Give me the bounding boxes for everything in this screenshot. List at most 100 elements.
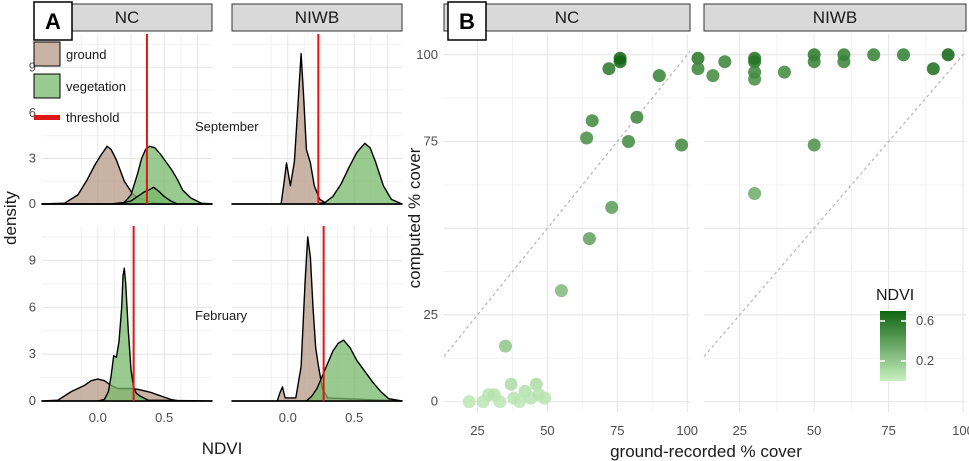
one-to-one-line [443,50,691,357]
scatter-facet-niwb: NIWB 25 50 75 100 [691,3,969,438]
density-panel-niwb-february [231,226,403,402]
b-y-tick-label: 75 [424,134,438,149]
legend-key-vegetation [33,73,61,99]
strip-label-nc: NC [555,8,580,27]
legend-label-threshold: threshold [66,110,119,125]
density-vegetation_small-nc-september [41,186,213,205]
color-legend-title: NDVI [876,287,914,304]
a-x-tick-label: 0.5 [155,410,173,425]
strip-label-niwb: NIWB [295,8,339,27]
legend-a: ground vegetation threshold [33,41,126,125]
scatter-point [462,395,476,409]
a-y-tick-label: 6 [29,299,36,314]
panel-letter-a: A [45,9,61,34]
panel-b-scatter-facets: NC 25 50 75 100 NIWB 25 50 75 100 0 25 75 100 ground-r… [405,1,969,461]
scatter-point [493,395,507,409]
legend-label-vegetation: vegetation [66,79,126,94]
scatter-point [691,62,705,76]
b-y-axis-title: computed % cover [405,147,424,288]
scatter-point [941,48,955,62]
strip-niwb [231,3,403,32]
scatter-point [613,51,627,65]
density-vegetation-nc-september [41,145,213,205]
a-x-tick-label: 0.5 [345,410,363,425]
scatter-facet-nc: NC 25 50 75 100 [443,3,698,438]
a-x-axis-title: NDVI [202,439,243,458]
b-x-tick-label: 25 [470,423,484,438]
scatter-point [748,55,762,69]
legend-key-threshold [34,115,60,120]
scatter-point [538,391,552,405]
density-vegetation-niwb-september [231,142,403,205]
density-ground-niwb-february [231,236,403,402]
panel-letter-box-b [447,1,487,41]
a-y-tick-label: 9 [29,252,36,267]
b-x-tick-label: 50 [540,423,554,438]
b-x-tick-label: 50 [807,423,821,438]
ndvi-color-legend: NDVI 0.2 0.6 [876,287,934,381]
panel-letter-b: B [459,9,475,34]
b-x-tick-label: 25 [732,423,746,438]
strip-label-niwb: NIWB [813,8,857,27]
b-x-tick-label: 100 [952,423,969,438]
scatter-point [748,187,762,200]
scatter-point [605,200,619,214]
scatter-point [777,65,791,79]
a-y-tick-label: 6 [29,105,36,120]
b-x-tick-label: 75 [881,423,895,438]
strip-label-nc: NC [115,8,140,27]
a-y-tick-label: 3 [29,346,36,361]
a-x-tick-label: 0.0 [279,410,297,425]
scatter-point [554,284,568,298]
scatter-point [718,55,732,69]
scatter-point [602,62,616,76]
scatter-point [499,339,512,353]
b-x-tick-label: 100 [676,423,698,438]
scatter-point [748,72,762,86]
density-vegetation-nc-february [41,267,213,402]
a-y-axis-title: density [1,191,20,245]
scatter-point [691,51,705,65]
scatter-point [926,62,940,76]
density-ground-niwb-september [231,53,403,205]
b-y-tick-label: 0 [431,394,438,409]
density-vegetation-niwb-february [231,339,403,402]
row-label-september: September [195,119,259,134]
b-y-tick-label: 100 [416,47,438,62]
density-panel-nc-september: September [41,34,259,205]
scatter-point [582,232,596,246]
row-label-february: February [195,308,248,323]
scatter-point [867,48,881,62]
panel-a-density-facets: NC NIWB September February 0 3 6 9 0 3 6 9 0.0 0.5 0.0… [1,1,403,458]
scatter-point [585,114,599,128]
a-y-tick-label: 0 [29,393,36,408]
density-panel-nc-february: February [41,226,248,402]
legend-label-ground: ground [66,47,106,62]
scatter-point [580,131,594,145]
color-legend-tick-label: 0.2 [916,353,934,368]
scatter-point [706,69,720,83]
color-legend-bar [880,311,906,381]
a-y-tick-label: 9 [29,59,36,74]
scatter-point [529,377,543,391]
scatter-point [675,138,689,152]
scatter-point [807,138,821,152]
panel-letter-box-a [33,1,73,41]
color-legend-tick-label: 0.6 [916,313,934,328]
scatter-point [807,55,821,69]
density-panel-niwb-september [231,34,403,205]
scatter-point [513,395,526,409]
a-x-tick-label: 0.0 [89,410,107,425]
scatter-point [622,135,635,148]
scatter-point [630,110,644,124]
scatter-point [837,55,851,69]
scatter-point [652,69,666,83]
b-x-axis-title: ground-recorded % cover [610,442,802,461]
one-to-one-line [703,50,967,357]
b-y-tick-label: 25 [424,307,438,322]
scatter-point [504,377,518,391]
a-y-tick-label: 0 [29,196,36,211]
strip-niwb [703,3,967,32]
a-y-tick-label: 3 [29,150,36,165]
